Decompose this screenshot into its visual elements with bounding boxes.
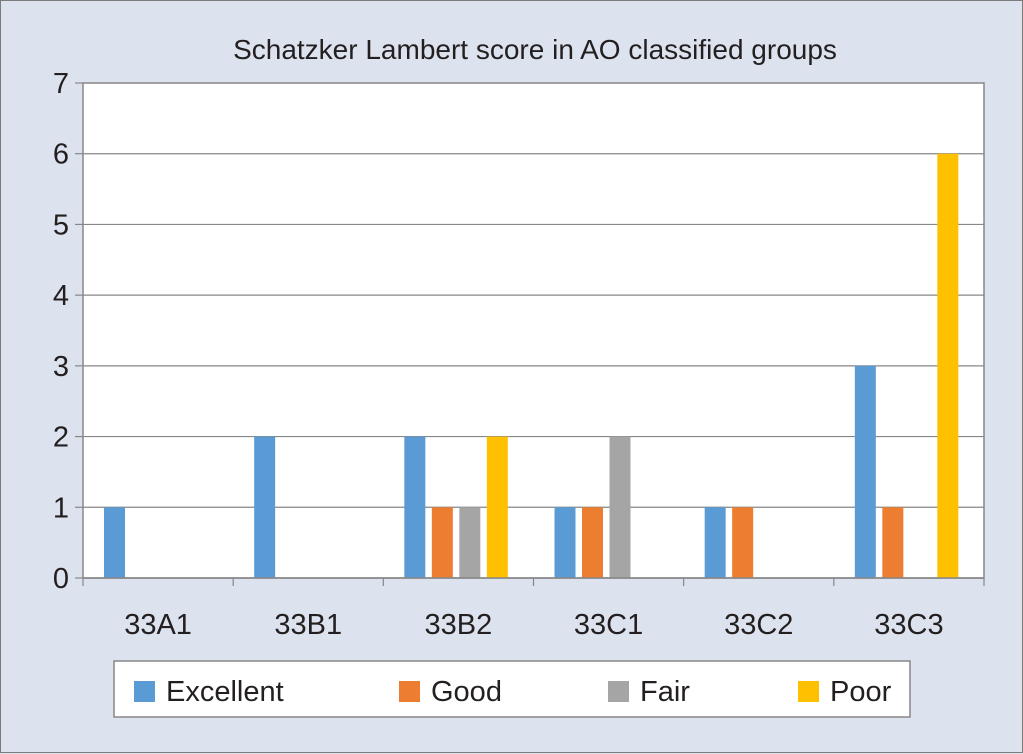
y-tick-label: 2 bbox=[53, 422, 69, 454]
legend-label-good: Good bbox=[431, 676, 502, 708]
bar-fair-33b2 bbox=[459, 507, 481, 578]
x-category-label: 33C1 bbox=[574, 609, 643, 641]
y-tick-label: 6 bbox=[53, 139, 69, 171]
y-tick-label: 1 bbox=[53, 492, 69, 524]
bar-good-33c1 bbox=[582, 507, 603, 578]
x-category-label: 33B1 bbox=[274, 609, 342, 641]
bar-good-33b2 bbox=[431, 507, 453, 578]
y-tick-label: 0 bbox=[53, 563, 69, 595]
legend-swatch-good bbox=[399, 681, 420, 702]
legend-box bbox=[113, 660, 911, 718]
chart-title: Schatzker Lambert score in AO classified… bbox=[233, 34, 837, 65]
bar-excellent-33a1 bbox=[104, 507, 125, 578]
y-tick-label: 5 bbox=[53, 209, 69, 241]
bar-excellent-33b1 bbox=[254, 436, 276, 578]
bar-good-33c2 bbox=[732, 507, 754, 578]
x-category-label: 33C3 bbox=[874, 609, 943, 641]
bar-excellent-33c3 bbox=[854, 365, 876, 578]
x-category-label: 33B2 bbox=[425, 609, 493, 641]
legend-swatch-poor bbox=[798, 681, 819, 702]
x-category-label: 33C2 bbox=[724, 609, 793, 641]
legend: Excellent Good Fair Poor bbox=[134, 676, 892, 708]
bar-excellent-33c2 bbox=[704, 507, 726, 578]
x-axis-categories: 33A1 33B1 33B2 33C1 33C2 33C3 bbox=[82, 578, 985, 641]
y-tick-label: 3 bbox=[53, 351, 69, 383]
y-tick-label: 4 bbox=[53, 280, 69, 312]
bar-poor-33b2 bbox=[486, 436, 508, 578]
bars bbox=[104, 153, 959, 578]
legend-label-poor: Poor bbox=[830, 676, 892, 708]
bar-poor-33c3 bbox=[937, 153, 959, 578]
x-category-label: 33A1 bbox=[124, 609, 192, 641]
bar-good-33c3 bbox=[882, 507, 904, 578]
y-axis-ticks: 0 1 2 3 4 5 6 7 bbox=[53, 68, 83, 595]
gridlines bbox=[83, 153, 984, 508]
legend-label-excellent: Excellent bbox=[166, 676, 284, 708]
bar-excellent-33c1 bbox=[554, 507, 576, 578]
bar-fair-33c1 bbox=[609, 436, 631, 578]
plot-area bbox=[82, 82, 985, 579]
legend-swatch-fair bbox=[608, 681, 629, 702]
legend-swatch-excellent bbox=[134, 681, 155, 702]
bar-excellent-33b2 bbox=[404, 436, 426, 578]
legend-label-fair: Fair bbox=[640, 676, 690, 708]
y-tick-label: 7 bbox=[53, 68, 69, 100]
